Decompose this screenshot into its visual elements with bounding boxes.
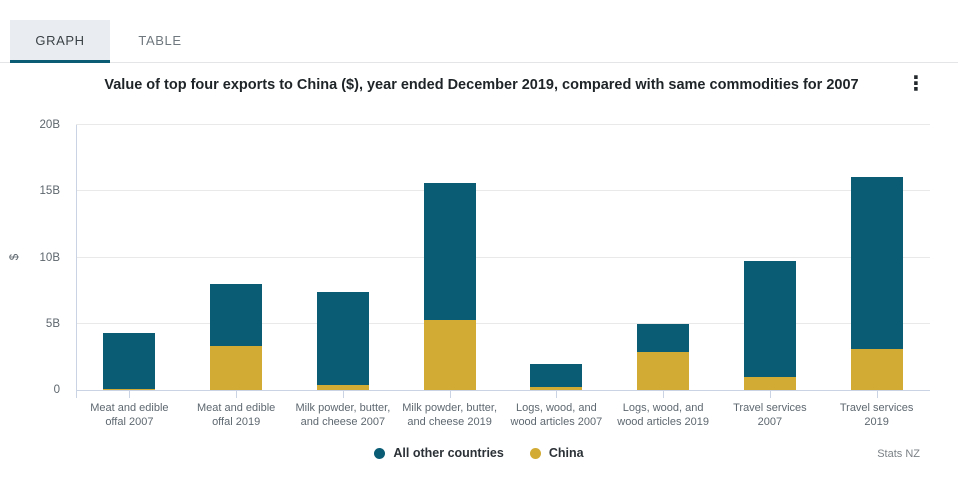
y-axis-tick-label: 10B xyxy=(39,251,60,264)
x-axis-label-line: Milk powder, butter, xyxy=(402,402,498,414)
gridline xyxy=(76,124,930,125)
x-axis-label-line: Logs, wood, and xyxy=(622,402,704,414)
x-axis-label-line: 2007 xyxy=(757,416,783,428)
bar-segment-all-other-countries[interactable] xyxy=(637,323,690,352)
x-axis-label: Logs, wood, and wood articles 2007 xyxy=(503,401,610,429)
tab-graph-label: GRAPH xyxy=(35,32,85,48)
x-axis-line xyxy=(76,390,930,391)
x-axis-label-line: wood articles 2019 xyxy=(617,416,709,428)
x-axis-tick xyxy=(663,391,665,398)
bar-segment-all-other-countries[interactable] xyxy=(530,363,583,388)
x-axis-tick xyxy=(876,391,878,398)
tab-table[interactable]: TABLE xyxy=(110,20,210,63)
x-axis-label-line: Travel services xyxy=(839,402,914,414)
bar-segment-china[interactable] xyxy=(210,346,263,390)
legend-swatch-all-other-countries xyxy=(374,447,386,459)
x-axis-label: Travel services 2019 xyxy=(823,401,930,429)
x-axis-label: Meat and edible offal 2019 xyxy=(183,401,290,429)
bar-segment-all-other-countries[interactable] xyxy=(743,261,796,377)
x-axis-label-line: 2019 xyxy=(864,416,889,428)
bar-segment-china[interactable] xyxy=(423,319,476,390)
x-axis-label: Meat and edible offal 2007 xyxy=(76,401,183,429)
bar-segment-china[interactable] xyxy=(530,387,583,390)
y-axis-tick-label: 0 xyxy=(53,384,60,396)
x-axis-tick xyxy=(236,391,238,398)
chart-area: $ 0 5B 10B 15B 20B Meat and edible offal 2007… xyxy=(0,105,958,445)
x-axis-label: Logs, wood, and wood articles 2019 xyxy=(610,401,717,429)
x-axis-label-line: offal 2019 xyxy=(212,416,261,428)
chart-title: Value of top four exports to China ($), … xyxy=(104,77,859,93)
bar-meat-and-edible-offal-2007 xyxy=(103,333,156,390)
y-axis: 0 5B 10B 15B 20B xyxy=(0,119,60,396)
legend-swatch-china xyxy=(529,447,541,459)
x-axis-tick xyxy=(342,391,344,398)
y-axis-line xyxy=(76,125,77,398)
chart-header: Value of top four exports to China ($), … xyxy=(0,63,958,105)
x-axis-label: Milk powder, butter, and cheese 2007 xyxy=(290,401,397,429)
x-axis-label-line: Meat and edible xyxy=(196,402,276,414)
legend: All other countries China xyxy=(0,446,958,460)
bar-meat-and-edible-offal-2019 xyxy=(210,284,263,390)
y-axis-tick-label: 20B xyxy=(39,119,60,131)
x-axis-tick xyxy=(556,391,558,398)
legend-item-all-other-countries: All other countries xyxy=(374,446,504,460)
bar-logs-wood-and-wood-articles-2007 xyxy=(530,363,583,390)
bar-segment-all-other-countries[interactable] xyxy=(423,183,476,320)
bar-logs-wood-and-wood-articles-2019 xyxy=(637,323,690,390)
x-axis-tick xyxy=(449,391,451,398)
bar-segment-china[interactable] xyxy=(316,384,369,390)
legend-item-china: China xyxy=(529,446,584,460)
tab-bar: GRAPH TABLE xyxy=(0,0,958,63)
x-axis-label-line: Meat and edible xyxy=(90,402,169,414)
bar-travel-services-2019 xyxy=(850,176,903,390)
bar-segment-all-other-countries[interactable] xyxy=(103,333,156,389)
x-axis-label: Milk powder, butter, and cheese 2019 xyxy=(396,401,503,429)
bar-segment-china[interactable] xyxy=(103,388,156,390)
x-axis-tick xyxy=(769,391,771,398)
gridline xyxy=(76,256,930,258)
kebab-menu-icon[interactable]: ⋮ xyxy=(906,73,926,95)
x-axis-label: Travel services 2007 xyxy=(717,401,824,429)
y-axis-tick-label: 5B xyxy=(45,317,60,330)
legend-label: All other countries xyxy=(393,446,504,460)
x-axis-label-line: and cheese 2007 xyxy=(300,416,386,428)
y-axis-tick-label: 15B xyxy=(39,185,60,198)
bar-travel-services-2007 xyxy=(743,261,796,390)
tab-graph[interactable]: GRAPH xyxy=(10,20,110,63)
x-axis-label-line: Logs, wood, and xyxy=(516,402,597,414)
plot-area xyxy=(76,124,930,390)
bar-segment-all-other-countries[interactable] xyxy=(850,176,903,349)
x-axis-label-line: and cheese 2019 xyxy=(407,416,492,428)
legend-label: China xyxy=(548,446,584,460)
bar-segment-china[interactable] xyxy=(637,351,690,390)
attribution: Stats NZ xyxy=(877,448,920,460)
gridline xyxy=(76,322,930,324)
x-axis-label-line: Travel services xyxy=(733,402,807,414)
bar-milk-powder-butter-and-cheese-2007 xyxy=(316,291,369,390)
x-axis-label-line: Milk powder, butter, xyxy=(295,402,391,414)
x-axis-tick xyxy=(129,391,131,398)
bar-segment-all-other-countries[interactable] xyxy=(210,284,263,347)
bar-segment-all-other-countries[interactable] xyxy=(316,291,369,385)
bar-segment-china[interactable] xyxy=(850,348,903,390)
x-axis-label-line: offal 2007 xyxy=(105,416,154,428)
x-axis-label-line: wood articles 2007 xyxy=(510,416,603,428)
gridline xyxy=(76,190,930,192)
bar-milk-powder-butter-and-cheese-2019 xyxy=(423,183,476,390)
tab-table-label: TABLE xyxy=(138,32,182,48)
bar-segment-china[interactable] xyxy=(743,376,796,390)
